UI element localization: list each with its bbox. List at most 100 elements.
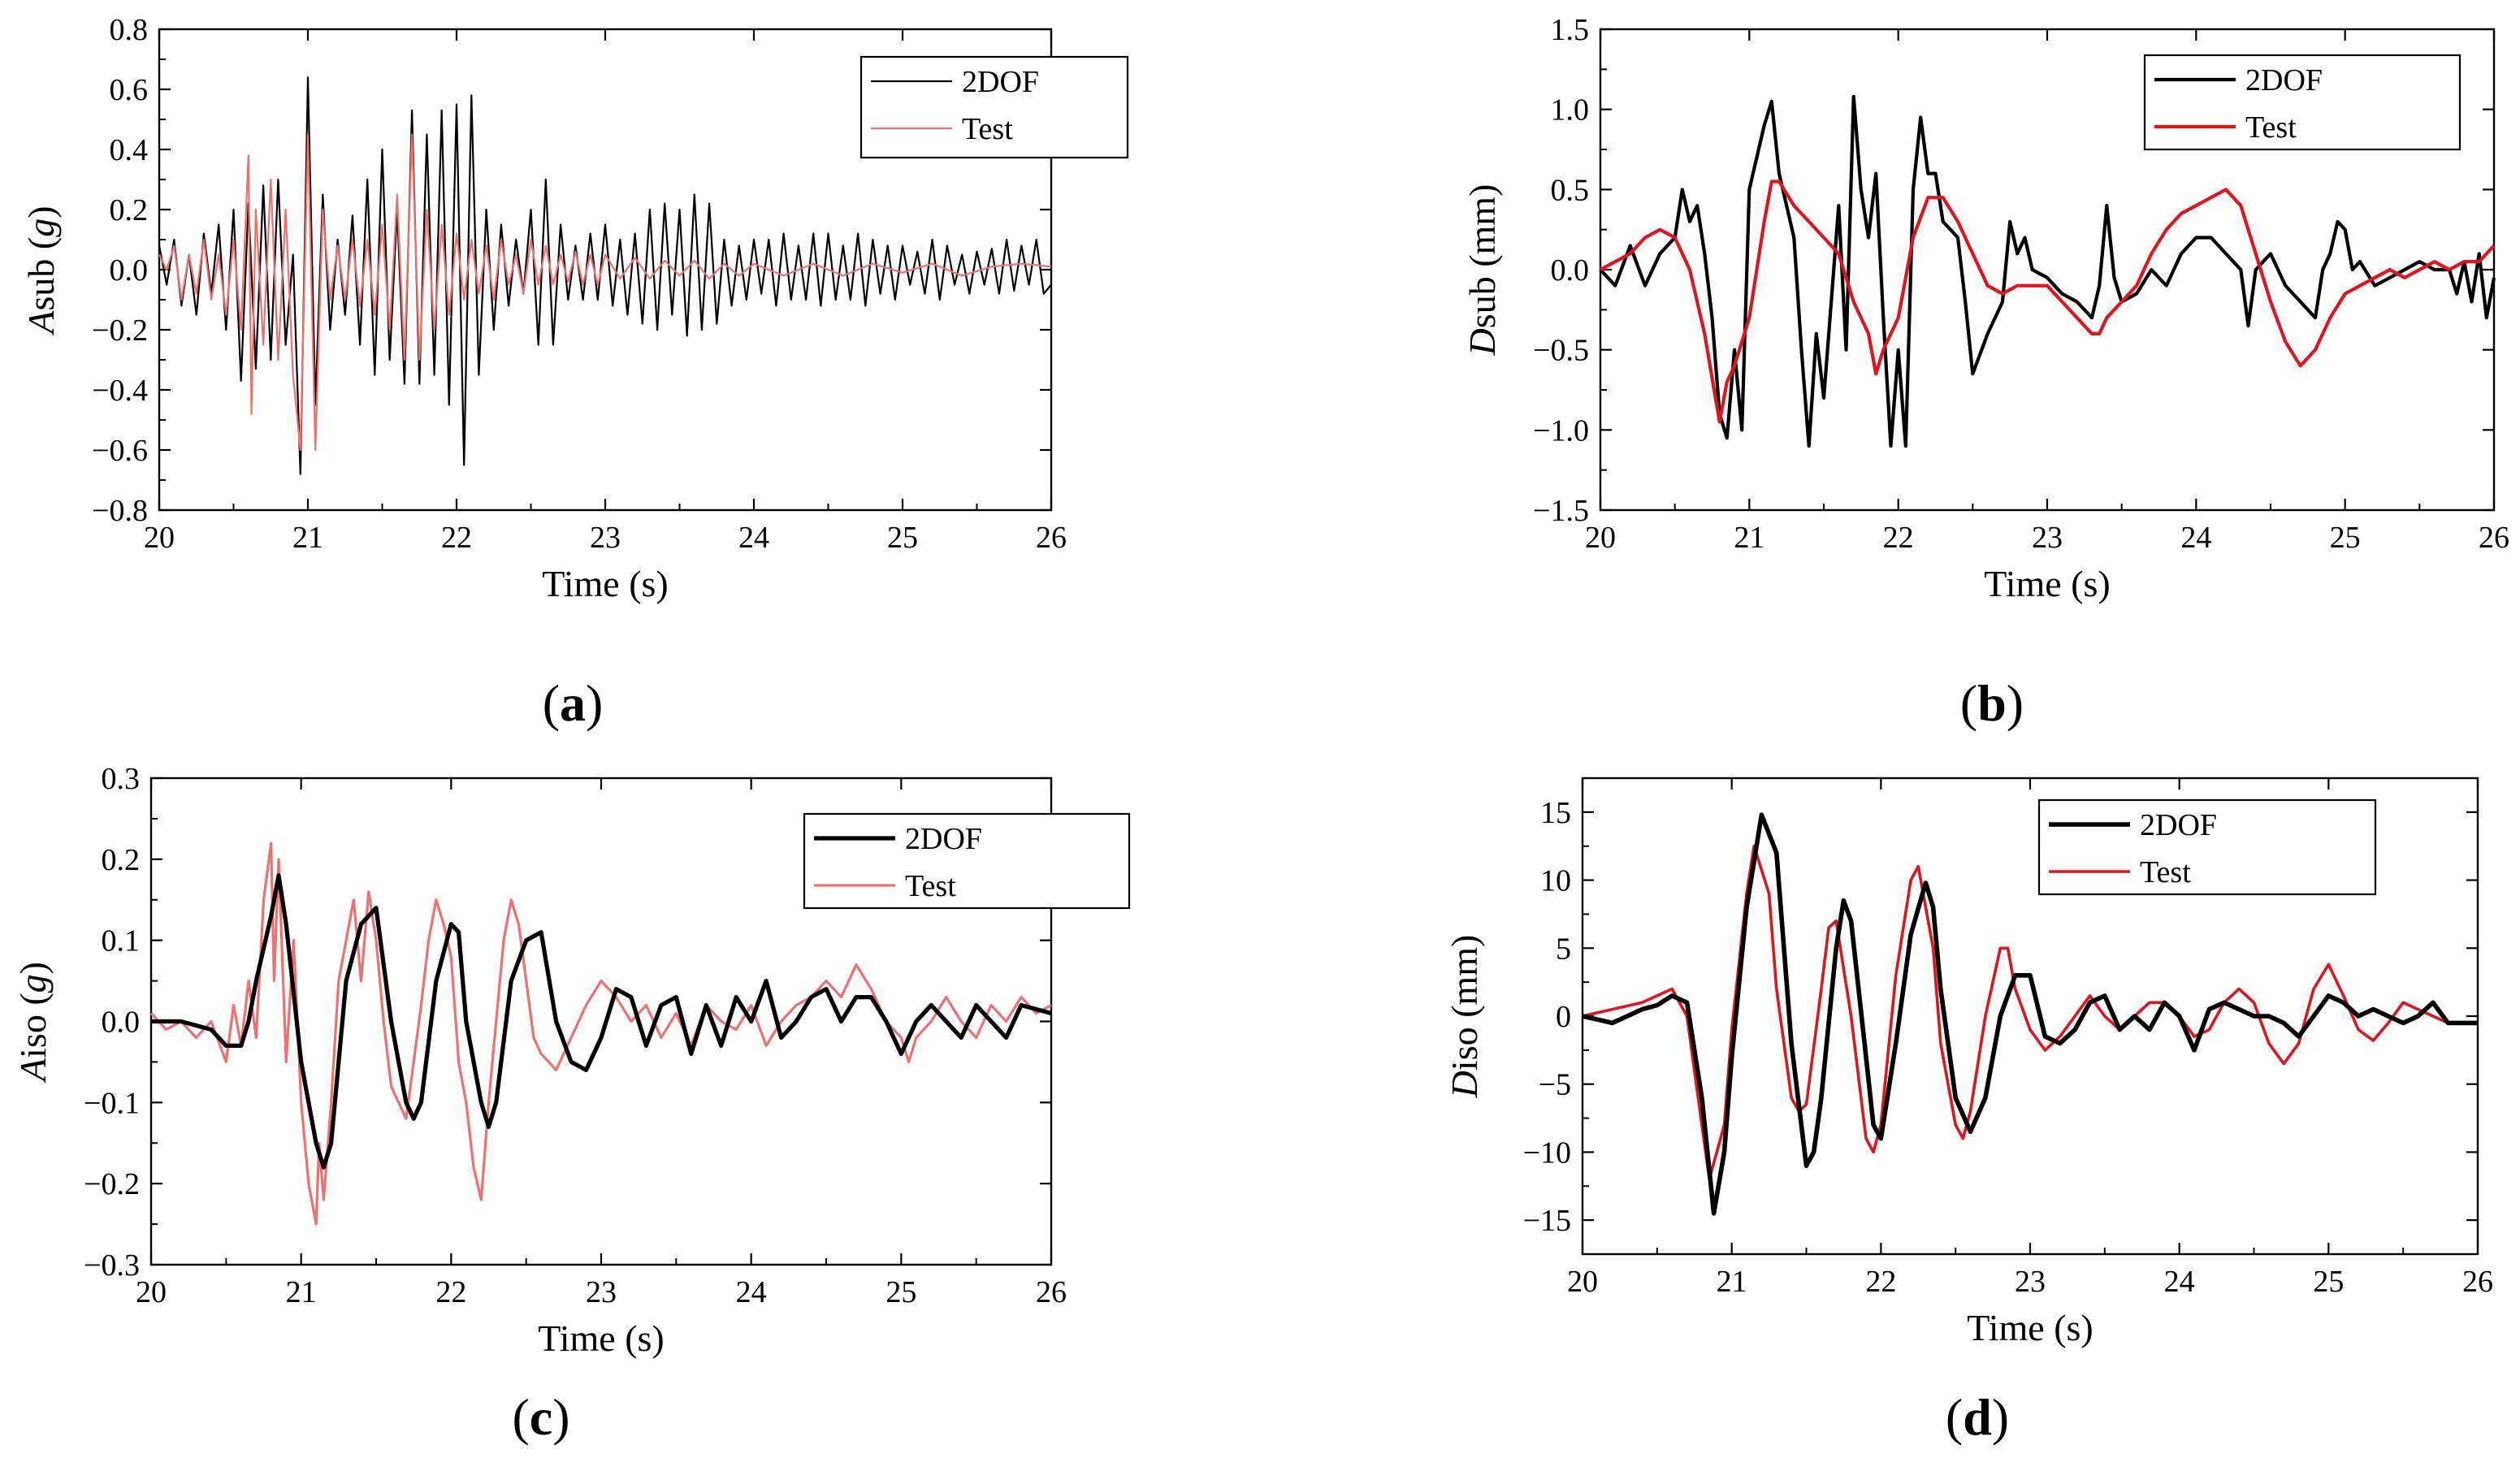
y-tick-label: 1.5 bbox=[1551, 13, 1590, 47]
panel-caption-letter: a bbox=[560, 674, 586, 732]
y-tick-label: 0.0 bbox=[102, 1006, 141, 1040]
x-tick-label: 26 bbox=[2479, 521, 2509, 555]
panel-caption-letter: d bbox=[1963, 1388, 1992, 1446]
x-tick-label: 22 bbox=[1883, 521, 1914, 555]
y-axis-label-rest: sub ( bbox=[20, 237, 62, 311]
x-tick-label: 25 bbox=[2330, 521, 2361, 555]
x-tick-label: 21 bbox=[1717, 1265, 1747, 1299]
legend-label-test: Test bbox=[2245, 110, 2297, 145]
series-line-test bbox=[1582, 844, 2478, 1181]
panel-caption-close: ) bbox=[586, 674, 603, 732]
y-tick-label: 10 bbox=[1540, 864, 1571, 898]
legend-label-2dof: 2DOF bbox=[905, 822, 982, 856]
legend: 2DOF Test bbox=[803, 812, 1131, 910]
x-tick-label: 23 bbox=[586, 1275, 617, 1309]
x-tick-label: 23 bbox=[2032, 521, 2063, 555]
legend-label-2dof: 2DOF bbox=[2140, 808, 2217, 842]
y-axis-label-rest: sub (mm) bbox=[1461, 184, 1503, 329]
y-axis-label-unit: g bbox=[12, 974, 54, 993]
legend-label-test: Test bbox=[2140, 855, 2191, 889]
y-tick-label: 0.1 bbox=[102, 924, 141, 958]
legend-label-2dof: 2DOF bbox=[2245, 63, 2323, 97]
x-tick-label: 26 bbox=[1036, 1275, 1067, 1309]
panel-caption-close: ) bbox=[552, 1388, 569, 1446]
y-tick-label: 0.5 bbox=[1551, 173, 1590, 207]
y-axis-label-rest: iso (mm) bbox=[1444, 935, 1485, 1071]
x-tick-label: 22 bbox=[441, 521, 472, 555]
x-tick-label: 25 bbox=[887, 521, 918, 555]
legend: 2DOF Test bbox=[2037, 798, 2377, 896]
y-tick-label: 1.0 bbox=[1551, 93, 1590, 128]
y-tick-label: −1.0 bbox=[1533, 413, 1589, 448]
x-tick-label: 24 bbox=[2164, 1265, 2195, 1299]
y-axis-label-italic: A bbox=[12, 1058, 54, 1084]
series-line-test bbox=[1600, 180, 2496, 424]
y-tick-label: 0.6 bbox=[110, 73, 149, 107]
series-line-2dof bbox=[1582, 812, 2478, 1216]
legend: 2DOF Test bbox=[859, 55, 1129, 159]
y-tick-label: 0.4 bbox=[110, 133, 149, 167]
series-line-2dof bbox=[151, 873, 1052, 1170]
y-tick-label: 0.3 bbox=[102, 762, 141, 796]
y-tick-label: 0.0 bbox=[110, 253, 149, 288]
x-tick-label: 23 bbox=[590, 521, 621, 555]
y-tick-label: 0.2 bbox=[102, 843, 141, 877]
y-tick-label: −0.3 bbox=[84, 1248, 140, 1283]
x-tick-label: 20 bbox=[136, 1275, 167, 1309]
y-tick-label: 0.8 bbox=[110, 13, 149, 47]
x-tick-label: 25 bbox=[885, 1275, 916, 1309]
x-axis-label: Time (s) bbox=[1967, 1307, 2094, 1348]
legend: 2DOF Test bbox=[2143, 54, 2462, 151]
y-axis-label-unit: g bbox=[20, 218, 62, 237]
series-line-test bbox=[158, 133, 1052, 452]
legend-box bbox=[2037, 798, 2377, 896]
y-tick-label: −15 bbox=[1523, 1204, 1571, 1238]
y-tick-label: −0.8 bbox=[92, 494, 148, 528]
panel-caption: (d) bbox=[1946, 1388, 2009, 1446]
y-tick-label: 0 bbox=[1556, 1000, 1571, 1034]
panel-caption-open: ( bbox=[543, 674, 560, 732]
x-tick-label: 25 bbox=[2313, 1265, 2344, 1299]
legend-box bbox=[803, 812, 1131, 910]
x-tick-label: 20 bbox=[1567, 1265, 1598, 1299]
y-axis-label-italic: D bbox=[1461, 328, 1503, 356]
y-axis-label-italic: A bbox=[20, 310, 62, 336]
x-tick-label: 26 bbox=[1036, 521, 1067, 555]
panel-caption-open: ( bbox=[1960, 674, 1977, 732]
chart-panel-d: 20 21 22 23 24 25 26 −15 −10 −5 0 5 10 15 Time (s) Diso… bbox=[1444, 777, 2493, 1446]
y-tick-label: −0.6 bbox=[92, 434, 148, 468]
legend-box bbox=[859, 55, 1129, 159]
y-axis-label-close: ) bbox=[12, 962, 54, 974]
x-tick-label: 23 bbox=[2015, 1265, 2046, 1299]
y-tick-label: −0.2 bbox=[92, 314, 148, 348]
series-line-test bbox=[149, 841, 1052, 1226]
x-tick-label: 21 bbox=[286, 1275, 317, 1309]
panel-caption: (b) bbox=[1960, 674, 2024, 732]
legend-box bbox=[2143, 54, 2462, 151]
x-tick-label: 22 bbox=[435, 1275, 466, 1309]
y-tick-label: −5 bbox=[1539, 1068, 1571, 1102]
y-tick-label: 0.2 bbox=[110, 193, 149, 227]
y-axis-label: Asub (g) bbox=[20, 206, 62, 335]
panel-caption: (a) bbox=[543, 674, 604, 732]
y-tick-label: 0.0 bbox=[1551, 253, 1590, 288]
x-tick-label: 20 bbox=[144, 521, 175, 555]
x-tick-label: 24 bbox=[736, 1275, 767, 1309]
legend-label-test: Test bbox=[962, 112, 1013, 146]
y-tick-label: −10 bbox=[1523, 1136, 1571, 1170]
series-line-2dof bbox=[1599, 94, 2496, 448]
x-tick-label: 24 bbox=[2180, 521, 2211, 555]
series-line-2dof bbox=[158, 76, 1052, 475]
chart-panel-a: 20 21 22 23 24 25 26 −0.8 −0.6 −0.4 −0.2 0.0 0.2 0.4 0… bbox=[20, 13, 1129, 732]
y-tick-label: −0.2 bbox=[84, 1167, 140, 1201]
x-tick-label: 26 bbox=[2462, 1265, 2493, 1299]
x-tick-label: 20 bbox=[1585, 521, 1616, 555]
panel-caption-open: ( bbox=[1946, 1388, 1963, 1446]
y-tick-label: −1.5 bbox=[1533, 494, 1589, 528]
y-axis-label: Diso (mm) bbox=[1444, 935, 1485, 1099]
panel-caption-open: ( bbox=[512, 1388, 529, 1446]
y-tick-label: −0.4 bbox=[92, 374, 148, 408]
y-axis-label: Aiso (g) bbox=[12, 962, 54, 1084]
legend-label-2dof: 2DOF bbox=[962, 65, 1039, 99]
